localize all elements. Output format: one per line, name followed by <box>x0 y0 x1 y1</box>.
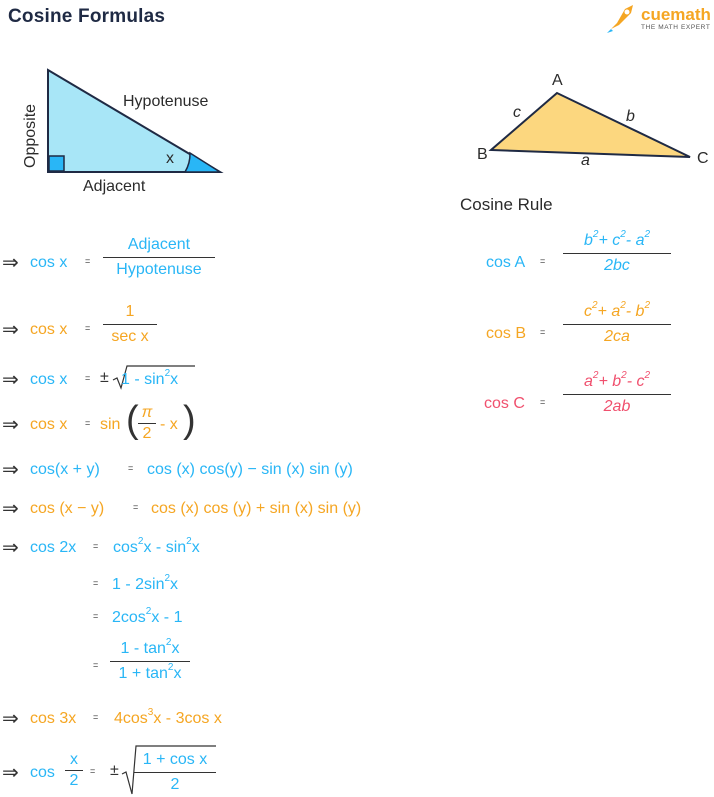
vertex-a-label: A <box>552 72 563 89</box>
implies-arrow: ⇒ <box>2 369 19 391</box>
side-c-label: c <box>513 104 521 121</box>
plus-minus-sign: ± <box>100 369 109 386</box>
f7-numerator: 1 - tan2x <box>120 637 180 657</box>
cos-a-denominator: 2bc <box>604 257 630 274</box>
f1-numerator: Adjacent <box>127 236 191 253</box>
f7-rhs-3: 2cos2x - 1 <box>112 606 183 626</box>
side-b-label: b <box>626 108 635 125</box>
left-paren: ( <box>126 399 139 441</box>
cosine-rule-heading: Cosine Rule <box>460 195 553 214</box>
f2-numerator: 1 <box>125 303 135 320</box>
cos-a-numerator: b2+ c2- a2 <box>583 229 651 249</box>
equals-sign: = <box>90 766 96 776</box>
implies-arrow: ⇒ <box>2 252 19 274</box>
f5-rhs: cos (x) cos(y) − sin (x) sin (y) <box>147 461 353 478</box>
f7-fraction: 1 - tan2x 1 + tan2x <box>110 637 190 683</box>
f9-lhs-numerator: x <box>70 751 78 768</box>
right-triangle-diagram <box>47 68 224 173</box>
cos-a-lhs: cos A <box>486 254 526 271</box>
equals-sign: = <box>540 397 546 407</box>
brand-tagline: THE MATH EXPERT <box>641 24 711 31</box>
f4-denominator: 2 <box>142 425 152 442</box>
vertex-c-label: C <box>697 150 709 167</box>
equals-sign: = <box>93 660 99 670</box>
f5-lhs: cos(x + y) <box>30 461 100 478</box>
sqrt-sign-icon <box>121 745 216 795</box>
rocket-logo-icon <box>607 5 633 33</box>
f9-lhs: cos <box>30 764 55 781</box>
equals-sign: = <box>540 256 546 266</box>
f2-lhs: cos x <box>30 321 68 338</box>
f8-rhs: 4cos3x - 3cos x <box>114 707 222 727</box>
page-title: Cosine Formulas <box>8 6 166 27</box>
implies-arrow: ⇒ <box>2 537 19 559</box>
opposite-label: Opposite <box>22 103 39 168</box>
f1-lhs: cos x <box>30 254 68 271</box>
cos-b-lhs: cos B <box>486 325 527 342</box>
cos-c-fraction: a2+ b2- c2 2ab <box>563 370 671 416</box>
f4-rhs-prefix: sin <box>100 416 121 433</box>
f9-rhs-numerator: 1 + cos x <box>142 751 208 768</box>
f4-fraction: π 2 <box>138 404 156 443</box>
implies-arrow: ⇒ <box>2 319 19 341</box>
f7-rhs-2: 1 - 2sin2x <box>112 573 179 593</box>
implies-arrow: ⇒ <box>2 459 19 481</box>
equals-sign: = <box>133 502 139 512</box>
f4-numerator: π <box>141 404 153 421</box>
f9-rhs-denominator: 2 <box>170 776 180 793</box>
side-a-label: a <box>581 152 590 169</box>
f7-denominator: 1 + tan2x <box>118 662 182 682</box>
implies-arrow: ⇒ <box>2 762 19 784</box>
f3-radicand: 1 - sin2x <box>121 368 179 388</box>
equals-sign: = <box>85 418 91 428</box>
cos-a-fraction: b2+ c2- a2 2bc <box>563 229 671 275</box>
f8-lhs: cos 3x <box>30 710 77 727</box>
f9-lhs-fraction: x 2 <box>65 751 83 790</box>
f2-fraction: 1 sec x <box>103 303 157 346</box>
f4-rhs-suffix: - x <box>160 416 178 433</box>
cos-c-numerator: a2+ b2- c2 <box>583 370 651 390</box>
f7-lhs: cos 2x <box>30 539 77 556</box>
f3-lhs: cos x <box>30 371 68 388</box>
cos-b-fraction: c2+ a2- b2 2ca <box>563 300 671 346</box>
f9-rhs-fraction: 1 + cos x 2 <box>134 751 216 794</box>
cos-b-numerator: c2+ a2- b2 <box>583 300 651 320</box>
angle-x-label: x <box>166 150 174 167</box>
f1-fraction: Adjacent Hypotenuse <box>103 236 215 279</box>
general-triangle-diagram <box>488 91 691 158</box>
equals-sign: = <box>128 463 134 473</box>
f2-denominator: sec x <box>111 328 149 345</box>
hypotenuse-label: Hypotenuse <box>123 93 209 110</box>
right-paren: ) <box>183 399 196 441</box>
equals-sign: = <box>93 541 99 551</box>
f1-denominator: Hypotenuse <box>116 261 202 278</box>
brand-name: cuemath <box>641 5 711 24</box>
vertex-b-label: B <box>477 146 488 163</box>
f4-lhs: cos x <box>30 416 68 433</box>
sqrt-sign-icon <box>112 365 195 390</box>
equals-sign: = <box>93 712 99 722</box>
implies-arrow: ⇒ <box>2 708 19 730</box>
cos-c-denominator: 2ab <box>603 398 631 415</box>
equals-sign: = <box>540 327 546 337</box>
equals-sign: = <box>85 373 91 383</box>
cos-b-denominator: 2ca <box>604 328 630 345</box>
equals-sign: = <box>85 323 91 333</box>
adjacent-label: Adjacent <box>83 178 146 195</box>
f7-rhs-1: cos2x - sin2x <box>113 536 200 556</box>
f6-lhs: cos (x − y) <box>30 500 105 517</box>
equals-sign: = <box>93 611 99 621</box>
f9-lhs-denominator: 2 <box>69 772 79 789</box>
plus-minus-sign: ± <box>110 762 119 779</box>
f6-rhs: cos (x) cos (y) + sin (x) sin (y) <box>151 500 362 517</box>
cos-c-lhs: cos C <box>484 395 525 412</box>
implies-arrow: ⇒ <box>2 414 19 436</box>
equals-sign: = <box>93 578 99 588</box>
equals-sign: = <box>85 256 91 266</box>
implies-arrow: ⇒ <box>2 498 19 520</box>
